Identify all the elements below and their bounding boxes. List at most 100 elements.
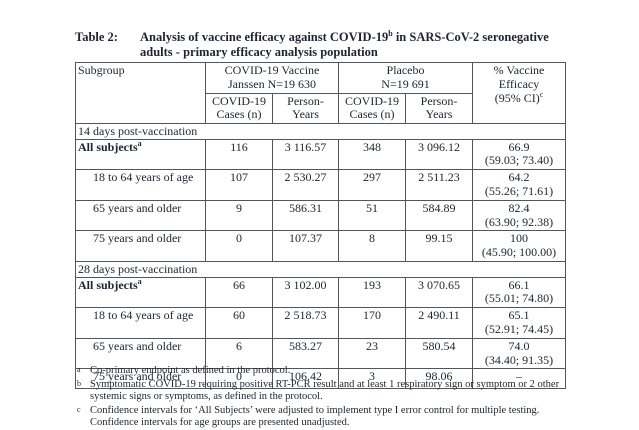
- efficacy-confidence-interval: (34.40; 91.35): [484, 352, 554, 367]
- placebo-person-years-cell: 580.54: [405, 337, 474, 370]
- data-row: 18 to 64 years of age 60 2 518.73 170 2 490.…: [75, 307, 567, 339]
- placebo-group-line2: N=19 691: [381, 76, 430, 91]
- footnote-ref-c: c: [539, 89, 544, 99]
- subgroup-label-cell: 65 years and older: [75, 199, 206, 232]
- py-header-line1: Person-: [287, 93, 324, 108]
- vaccine-person-years-cell: 3 102.00: [271, 276, 340, 309]
- efficacy-confidence-interval: (45.90; 100.00): [481, 245, 557, 260]
- table-header: Subgroup COVID-19 Vaccine Janssen N=19 6…: [75, 61, 567, 125]
- footnote-text: Symptomatic COVID-19 requiring positive …: [90, 379, 580, 403]
- placebo-cases-cell: 23: [338, 337, 407, 370]
- column-header-vaccine-cases: COVID-19 Cases (n): [205, 92, 273, 125]
- cases-header-line2: Cases (n): [216, 107, 262, 122]
- section-title: 28 days post-vaccination: [74, 261, 567, 278]
- vaccine-person-years-cell: 2 530.27: [271, 169, 340, 201]
- column-header-efficacy: % Vaccine Efficacy (95% CI)c: [472, 61, 567, 125]
- data-row: 75 years and older 0 107.37 8 99.15 100 (45.90…: [75, 230, 567, 263]
- footnote-text-line: Co-primary endpoint as defined in the pr…: [90, 365, 291, 376]
- efficacy-value: –: [516, 369, 523, 384]
- column-header-subgroup: Subgroup: [75, 61, 206, 125]
- table-title: Table 2: Analysis of vaccine efficacy ag…: [75, 28, 549, 60]
- footnote-text: Confidence intervals for ‘All Subjects’ …: [90, 405, 580, 429]
- data-row: All subjectsa 116 3 116.57 348 3 096.12 66.9(…: [75, 138, 567, 171]
- efficacy-confidence-interval: (52.91; 74.45): [484, 321, 554, 336]
- placebo-person-years-cell: 2 490.11: [405, 307, 474, 339]
- placebo-person-years-cell: 2 511.23: [405, 169, 474, 201]
- placebo-person-years-cell: 584.89: [405, 199, 474, 232]
- placebo-person-years-cell: 99.15: [405, 230, 474, 263]
- vaccine-efficacy-cell: 66.9 (59.03; 73.40): [472, 138, 567, 171]
- table-title-text: Analysis of vaccine efficacy against COV…: [140, 28, 549, 60]
- efficacy-header-line2: Efficacy: [498, 76, 540, 91]
- efficacy-value: 66.9: [508, 139, 530, 154]
- table-number-label: Table 2:: [75, 30, 118, 44]
- efficacy-header-line3: (95% CI)c: [475, 89, 563, 106]
- placebo-person-years-cell: 98.06: [405, 368, 474, 390]
- efficacy-value: 64.2: [508, 170, 530, 185]
- py-header-line2: Years: [292, 107, 319, 122]
- footnote-ref-b: b: [388, 28, 393, 38]
- placebo-person-years-cell: 3 096.12: [405, 138, 474, 171]
- cases-header-line1: COVID-19: [212, 93, 266, 108]
- column-header-vaccine-person-years: Person- Years: [271, 92, 340, 125]
- efficacy-value: 100: [510, 231, 529, 246]
- footnote-text-line: Symptomatic COVID-19 requiring positive …: [90, 379, 560, 390]
- efficacy-ci-label: (95% CI): [494, 90, 540, 105]
- placebo-group-line1: Placebo: [386, 63, 425, 77]
- vaccine-cases-cell: 66: [205, 276, 273, 309]
- vaccine-person-years-cell: 106.42: [271, 368, 340, 390]
- header-row-groups: Subgroup COVID-19 Vaccine Janssen N=19 6…: [75, 61, 567, 125]
- cases-header-line1: COVID-19: [345, 93, 400, 108]
- table-body: 14 days post-vaccination All subjectsa 116…: [74, 123, 567, 390]
- subgroup-label-cell: 75 years and older: [75, 230, 206, 263]
- efficacy-value: 74.0: [508, 338, 530, 353]
- subgroup-label-cell: All subjectsa: [75, 138, 206, 171]
- column-group-placebo: Placebo N=19 691: [338, 62, 474, 94]
- py-header-line1: Person-: [420, 93, 458, 108]
- vaccine-cases-cell: 60: [205, 307, 273, 339]
- placebo-cases-cell: 297: [338, 169, 407, 201]
- footnote-marker: b: [77, 379, 81, 388]
- section-header-row: 28 days post-vaccination: [74, 261, 567, 278]
- data-row: All subjectsa 66 3 102.00 193 3 070.65 66.1 (5…: [75, 276, 567, 309]
- vaccine-efficacy-cell: 65.1 (52.91; 74.45): [472, 307, 567, 339]
- placebo-cases-cell: 170: [338, 307, 407, 339]
- efficacy-confidence-interval: (55.01; 74.80): [484, 291, 554, 306]
- subgroup-label-cell: 65 years and older: [75, 337, 206, 370]
- placebo-cases-cell: 3: [338, 368, 407, 390]
- title-text-part: in SARS-CoV-2 seronegative: [392, 30, 549, 44]
- section-title: 14 days post-vaccination: [74, 123, 567, 140]
- vaccine-efficacy-table: Subgroup COVID-19 Vaccine Janssen N=19 6…: [74, 61, 567, 390]
- vaccine-group-line2: Janssen N=19 630: [227, 76, 317, 91]
- footnote-marker: c: [77, 405, 81, 414]
- efficacy-value: 66.1: [508, 277, 530, 292]
- table-title-line1: Analysis of vaccine efficacy against COV…: [140, 28, 549, 45]
- efficacy-confidence-interval: (55.26; 71.61): [484, 184, 554, 199]
- footnote-text: Co-primary endpoint as defined in the pr…: [90, 365, 580, 377]
- footnote-text-line: systemic signs or symptoms, as defined i…: [90, 391, 323, 402]
- efficacy-value: 65.1: [508, 308, 530, 323]
- efficacy-header-line1: % Vaccine: [493, 63, 545, 77]
- subgroup-label-cell: 18 to 64 years of age: [75, 307, 206, 339]
- column-header-placebo-person-years: Person- Years: [405, 92, 474, 125]
- placebo-cases-cell: 193: [338, 276, 407, 309]
- vaccine-efficacy-cell: –: [472, 368, 567, 390]
- vaccine-person-years-cell: 583.27: [271, 337, 340, 370]
- vaccine-person-years-cell: 586.31: [271, 199, 340, 232]
- footnote-a: a Co-primary endpoint as defined in the p…: [75, 365, 580, 377]
- vaccine-efficacy-cell: 66.1 (55.01; 74.80): [472, 276, 567, 309]
- header-row-subcolumns: COVID-19 Cases (n) Person- Years COVID-1…: [76, 92, 566, 125]
- title-text-part: Analysis of vaccine efficacy against COV…: [140, 30, 389, 44]
- vaccine-efficacy-cell: 100 (45.90; 100.00): [472, 230, 567, 263]
- subgroup-label-cell: 18 to 64 years of age: [75, 169, 206, 201]
- column-group-vaccine: COVID-19 Vaccine Janssen N=19 630: [204, 62, 340, 94]
- footnote-c: c Confidence intervals for ‘All Subjects’…: [75, 405, 580, 429]
- py-header-line2: Years: [425, 107, 453, 122]
- placebo-cases-cell: 348: [338, 138, 407, 171]
- footnotes: a Co-primary endpoint as defined in the p…: [75, 365, 580, 430]
- section-header-row: 14 days post-vaccination: [74, 123, 567, 140]
- data-row: 18 to 64 years of age 107 2 530.27 297 2 511…: [75, 169, 567, 201]
- vaccine-efficacy-cell: 64.2 (55.26; 71.61): [472, 169, 567, 201]
- vaccine-person-years-cell: 3 116.57: [271, 138, 340, 171]
